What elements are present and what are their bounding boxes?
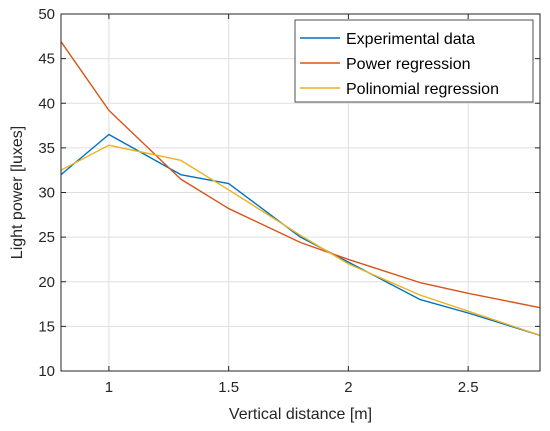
y-tick-label: 30 (38, 185, 55, 202)
y-tick-label: 35 (38, 140, 55, 157)
series-line-polinomial-regression (60, 144, 541, 336)
legend: Experimental data Power regression Polin… (294, 19, 534, 103)
series-lines (60, 41, 541, 336)
y-tick-label: 45 (38, 51, 55, 68)
y-tick-label: 40 (38, 95, 55, 112)
ticks (61, 13, 540, 372)
y-tick-label: 50 (38, 6, 55, 23)
y-tick-label: 15 (38, 318, 55, 335)
legend-label-power: Power regression (346, 56, 471, 73)
x-axis-label: Vertical distance [m] (229, 406, 372, 423)
x-tick-label: 2 (344, 379, 352, 396)
y-tick-label: 10 (38, 363, 55, 380)
series-line-experimental-data (60, 133, 541, 336)
y-axis-label: Light power [luxes] (9, 126, 26, 259)
legend-label-experimental: Experimental data (346, 31, 475, 48)
y-tick-label: 25 (38, 229, 55, 246)
legend-label-polinomial: Polinomial regression (346, 81, 499, 98)
y-tick-label: 20 (38, 274, 55, 291)
x-tick-label: 2.5 (458, 379, 479, 396)
series-line-power-regression (60, 41, 541, 309)
tick-labels: 1 1.5 2 2.5 10 15 20 25 30 35 40 45 50 (38, 6, 478, 396)
x-tick-label: 1.5 (218, 379, 239, 396)
x-tick-label: 1 (105, 379, 113, 396)
